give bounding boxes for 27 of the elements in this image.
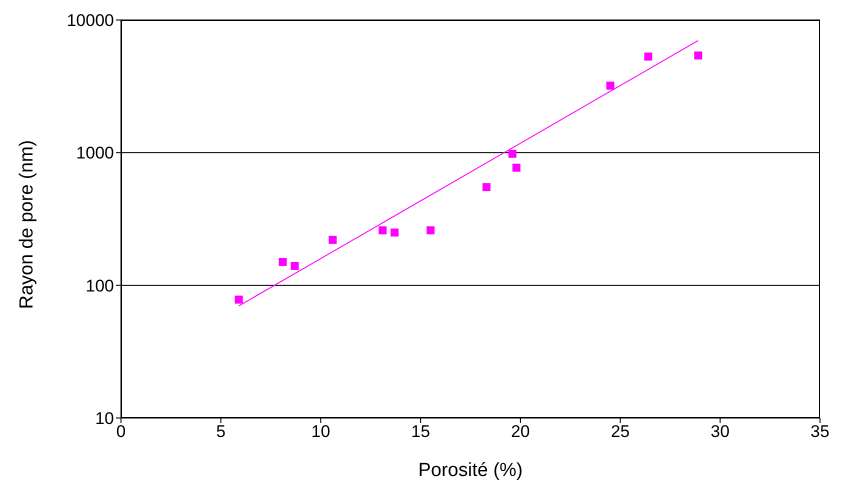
x-tick-label: 30 — [710, 422, 730, 442]
point — [426, 226, 435, 234]
point — [328, 236, 337, 244]
point — [378, 226, 387, 234]
point — [390, 228, 399, 237]
point — [482, 183, 490, 192]
y-tick-label: 100 — [86, 276, 114, 296]
x-axis-title: Porosité (%) — [418, 460, 523, 481]
y-tick-label: 1000 — [76, 144, 114, 163]
x-tick-label: 10 — [311, 422, 330, 442]
y-tick-label: 10 — [95, 409, 114, 428]
x-tick-label: 15 — [411, 422, 430, 442]
y-axis-title: Rayon de pore (nm) — [16, 140, 38, 309]
x-tick-label: 35 — [810, 422, 830, 442]
x-tick-label: 0 — [116, 422, 126, 442]
x-tick-label: 20 — [510, 422, 530, 442]
point — [606, 82, 614, 90]
x-tick-label: 5 — [216, 422, 226, 442]
point — [644, 52, 652, 61]
x-tick-label: 25 — [610, 422, 630, 442]
y-tick-label: 10000 — [66, 11, 114, 30]
point — [694, 52, 702, 60]
point — [512, 164, 520, 172]
point — [278, 258, 287, 266]
point — [290, 262, 299, 270]
point — [508, 150, 516, 158]
point — [234, 296, 243, 304]
